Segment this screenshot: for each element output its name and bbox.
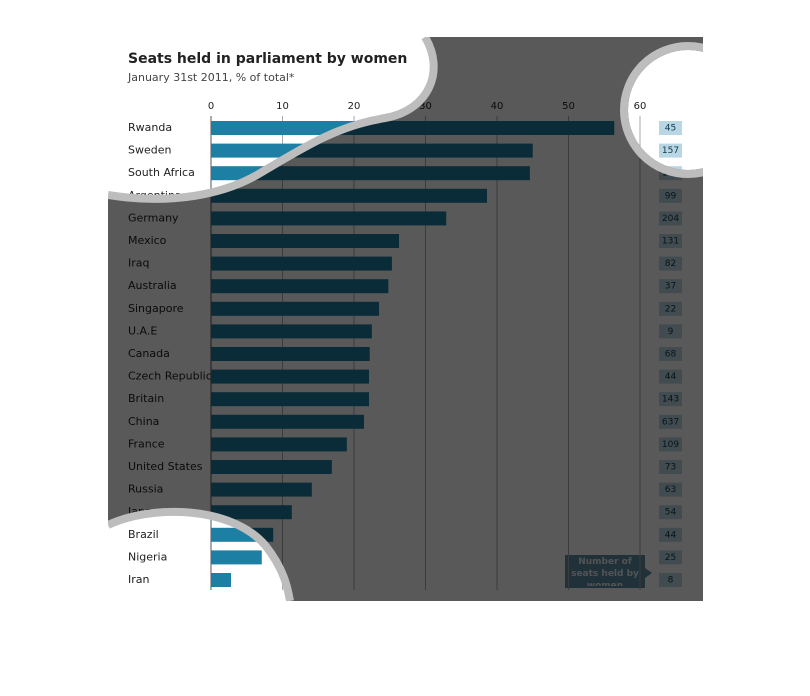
bar [211,211,447,226]
x-tick-label: 10 [276,101,289,112]
seat-label: 73 [665,463,676,473]
bar [211,505,292,520]
y-tick-label: Nigeria [128,550,167,563]
y-tick-label: Singapore [128,302,184,315]
bar [211,347,370,361]
bar [211,256,392,271]
bar [211,573,232,587]
seat-label: 44 [665,530,677,540]
x-tick-label: 60 [634,101,647,112]
x-tick-label: 0 [208,101,214,112]
seat-label: 45 [665,124,676,134]
seat-label: 25 [665,553,676,563]
chart-subtitle: January 31st 2011, % of total* [127,71,295,84]
annotation: Number of seats held by women [571,557,639,586]
y-tick-label: Russia [128,483,163,496]
y-tick-label: Iraq [128,257,150,270]
bar [211,482,312,497]
bar [211,437,347,452]
seat-label: 99 [665,191,677,201]
y-tick-label: Rwanda [128,121,172,134]
seat-label: 143 [662,395,679,405]
bar [211,324,372,339]
y-tick-label: Czech Republic [128,370,212,383]
bar [211,369,370,384]
y-tick-label: Japan [127,505,159,518]
y-tick-label: Britain [128,392,164,405]
bar [211,527,274,542]
seat-label: 178 [662,169,679,179]
bar [211,121,615,135]
x-tick-label: 30 [419,101,432,112]
x-tick-label: 50 [562,101,575,112]
seat-label: 63 [665,485,676,495]
y-tick-label: Australia [128,279,177,292]
seat-label: 204 [662,214,679,224]
bar [211,414,365,429]
seat-label: 54 [665,508,677,518]
x-tick-label: 40 [491,101,504,112]
bar [211,143,533,158]
y-tick-label: South Africa [128,166,195,179]
y-tick-label: Germany [128,211,179,224]
bar [211,550,262,565]
chart-title: Seats held in parliament by women [128,51,407,67]
bar [211,188,487,203]
y-tick-label: United States [128,460,203,473]
seat-label: 9 [668,327,674,337]
y-tick-label: Brazil [128,528,159,541]
y-tick-label: Sweden [128,144,171,157]
seat-label: 637 [662,417,679,427]
bar [211,301,380,316]
bar [211,234,400,248]
seat-label: 37 [665,282,676,292]
y-tick-label: U.A.E [128,324,157,337]
seat-label: 22 [665,304,676,314]
seat-label: 131 [662,237,679,247]
seat-label: 44 [665,372,677,382]
y-tick-label: France [128,437,165,450]
y-tick-label: China [128,415,159,428]
bar [211,392,370,407]
y-tick-label: Argentina [128,189,182,202]
seat-label: 82 [665,259,676,269]
seat-label: 109 [662,440,679,450]
seat-label: 68 [665,350,677,360]
bar [211,279,389,294]
y-tick-label: Mexico [128,234,167,247]
annotation-box: Number of seats held by women [571,557,639,586]
bar [211,460,332,474]
y-tick-label: Canada [128,347,170,360]
seat-label: 8 [668,576,674,586]
seat-label: 157 [662,146,679,156]
y-tick-label: Iran [128,573,150,586]
bar [211,166,530,181]
x-tick-label: 20 [348,101,361,112]
